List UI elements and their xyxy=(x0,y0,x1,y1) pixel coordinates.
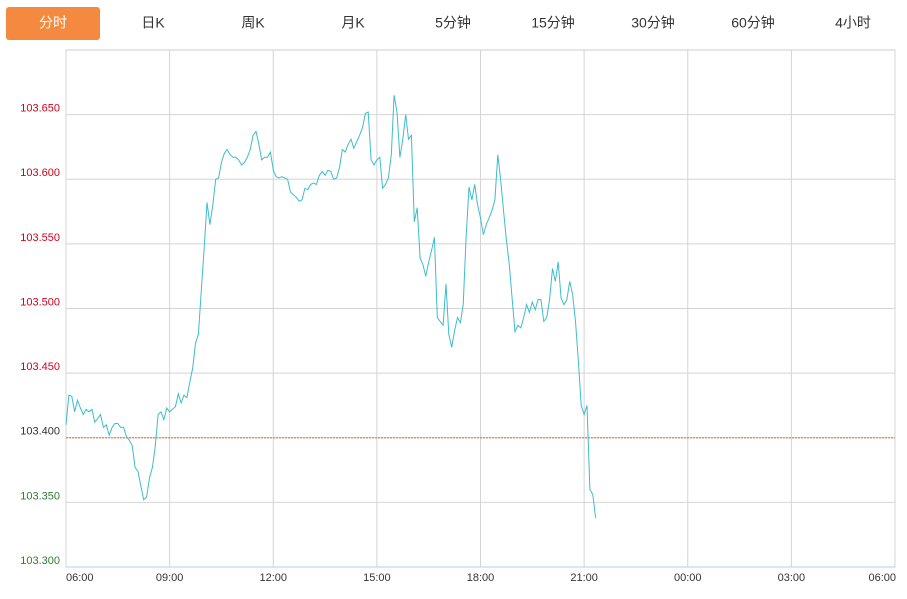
y-tick-label: 103.300 xyxy=(20,555,60,567)
x-tick-label: 00:00 xyxy=(674,572,702,584)
tab[interactable]: 月K xyxy=(341,15,365,31)
y-tick-label: 103.500 xyxy=(20,296,60,308)
x-tick-label: 06:00 xyxy=(66,572,94,584)
tab[interactable]: 60分钟 xyxy=(731,15,775,31)
price-line xyxy=(65,95,597,518)
y-tick-label: 103.350 xyxy=(20,490,60,502)
tab[interactable]: 30分钟 xyxy=(631,15,675,31)
x-tick-label: 03:00 xyxy=(778,572,806,584)
tab[interactable]: 15分钟 xyxy=(531,15,575,31)
y-tick-label: 103.400 xyxy=(20,426,60,438)
tab-selected-bg[interactable] xyxy=(6,7,100,40)
tab[interactable]: 周K xyxy=(241,15,265,31)
y-tick-label: 103.650 xyxy=(20,103,60,115)
y-tick-label: 103.450 xyxy=(20,361,60,373)
x-tick-label: 12:00 xyxy=(259,572,287,584)
tab[interactable]: 5分钟 xyxy=(435,15,471,31)
x-tick-label: 09:00 xyxy=(156,572,184,584)
tab[interactable]: 4小时 xyxy=(835,15,871,31)
x-tick-label: 15:00 xyxy=(363,572,391,584)
y-tick-label: 103.550 xyxy=(20,232,60,244)
tab[interactable]: 日K xyxy=(141,15,165,31)
x-tick-label: 21:00 xyxy=(570,572,598,584)
x-tick-label: 18:00 xyxy=(467,572,495,584)
tab[interactable]: 分时 xyxy=(39,15,67,31)
x-tick-label: 06:00 xyxy=(868,572,896,584)
y-tick-label: 103.600 xyxy=(20,167,60,179)
